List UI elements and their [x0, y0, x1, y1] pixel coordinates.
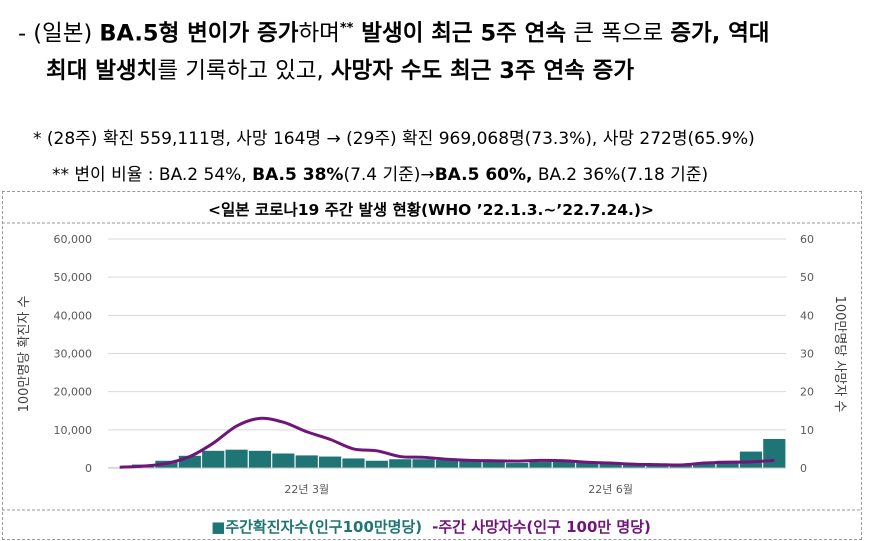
chart-frame [2, 191, 862, 540]
text-segment: 증가, 역대 [670, 20, 770, 47]
confirmed-bar [435, 459, 459, 468]
text-segment: 큰 폭으로 [566, 20, 671, 47]
confirmed-bar [716, 460, 739, 468]
x-tick-label: 22년 6월 [588, 483, 633, 496]
confirmed-bar [342, 458, 365, 468]
confirmed-bar [529, 461, 552, 468]
text-segment: BA.5 38% [252, 165, 344, 185]
legend: ■주간확진자수(인구100만명당) -주간 사망자수(인구 100만 명당) [211, 518, 651, 536]
text-segment: ** [339, 21, 354, 36]
text-segment: 사망자 수도 최근 3주 연속 증가 [330, 57, 635, 84]
left-tick-label: 40,000 [54, 309, 93, 322]
left-axis-ticks: 0 10,000 20,000 30,000 40,000 50,000 60,000 [54, 233, 93, 475]
chart-title: <일본 코로나19 주간 발생 현황(WHO ’22.1.3.~’22.7.24… [208, 200, 654, 219]
text-segment: (7.4 기준)→ [343, 165, 435, 185]
confirmed-bar [576, 463, 599, 468]
confirmed-bar [365, 460, 388, 468]
confirmed-bar [622, 464, 646, 468]
confirmed-bar [552, 461, 575, 468]
deaths-line [119, 416, 775, 469]
grid-lines [108, 238, 786, 431]
headline: - (일본) BA.5형 변이가 증가하며** 발생이 최근 5주 연속 큰 폭… [18, 10, 866, 90]
confirmed-bar [739, 451, 763, 468]
confirmed-bar [295, 455, 318, 468]
text-segment: 를 기록하고 있고, [157, 57, 331, 84]
left-tick-label: 30,000 [54, 348, 93, 361]
legend-bar-marker: ■ [211, 518, 225, 536]
right-tick-label: 40 [800, 309, 814, 322]
confirmed-bar [669, 465, 692, 468]
left-tick-label: 60,000 [54, 233, 93, 246]
confirmed-bar [202, 450, 225, 468]
text-segment: 하며 [298, 20, 340, 47]
confirmed-bar [482, 461, 505, 468]
confirmed-bar [248, 450, 272, 468]
right-tick-label: 0 [800, 462, 807, 475]
svg-text:■주간확진자수(인구100만명당)-주간 사망자수(인구 1: ■주간확진자수(인구100만명당) -주간 사망자수(인구 100만 명당) [211, 518, 651, 536]
right-tick-label: 50 [800, 271, 814, 284]
confirmed-bar [412, 459, 435, 468]
confirmed-bar [389, 459, 412, 468]
text-segment: BA.5 60%, [434, 165, 533, 185]
text-segment: 최대 발생치 [46, 57, 158, 84]
confirmed-bar [272, 453, 295, 468]
right-axis-ticks: 0 10 20 30 40 50 60 [800, 233, 814, 475]
legend-line-marker: - [432, 518, 438, 536]
left-tick-label: 50,000 [54, 271, 93, 284]
right-tick-label: 60 [800, 233, 814, 246]
confirmed-bars [108, 438, 786, 468]
right-tick-label: 30 [800, 348, 814, 361]
confirmed-bar [646, 464, 669, 468]
left-tick-label: 20,000 [54, 386, 93, 399]
note-variant-ratio: ** 변이 비율 : BA.2 54%, BA.5 38%(7.4 기준)→BA… [52, 160, 708, 185]
confirmed-bar [763, 438, 786, 468]
right-tick-label: 10 [800, 424, 814, 437]
left-tick-label: 0 [85, 462, 92, 475]
y-axis-label-right: 100만명당 사망자 수 [832, 296, 847, 413]
text-segment: 발생이 최근 5주 연속 [353, 20, 567, 47]
headline-line-2: 최대 발생치를 기록하고 있고, 사망자 수도 최근 3주 연속 증가 [18, 53, 866, 90]
legend-bar-label: 주간확진자수(인구100만명당) [225, 518, 422, 536]
x-tick-label: 22년 3월 [284, 483, 329, 496]
confirmed-bar [599, 463, 622, 468]
text-segment: - (일본) [18, 20, 100, 47]
right-tick-label: 20 [800, 386, 814, 399]
note-weekly-counts: * (28주) 확진 559,111명, 사망 164명 → (29주) 확진 … [33, 129, 755, 149]
confirmed-bar [225, 449, 248, 468]
legend-line-label: 주간 사망자수(인구 100만 명당) [438, 518, 651, 536]
confirmed-bar [693, 463, 716, 468]
y-axis-label-left: 100만명당 확진자 수 [17, 296, 32, 413]
x-axis-ticks: 22년 3월 22년 6월 [284, 483, 633, 496]
confirmed-bar [459, 459, 482, 468]
confirmed-bar [319, 456, 342, 468]
confirmed-bar [506, 463, 529, 468]
text-segment: ** 변이 비율 : BA.2 54%, [52, 165, 253, 185]
headline-line-1: - (일본) BA.5형 변이가 증가하며** 발생이 최근 5주 연속 큰 폭… [18, 10, 866, 53]
text-segment: BA.5형 변이가 증가 [99, 20, 299, 47]
left-tick-label: 10,000 [54, 424, 93, 437]
text-segment: BA.2 36%(7.18 기준) [532, 165, 709, 185]
